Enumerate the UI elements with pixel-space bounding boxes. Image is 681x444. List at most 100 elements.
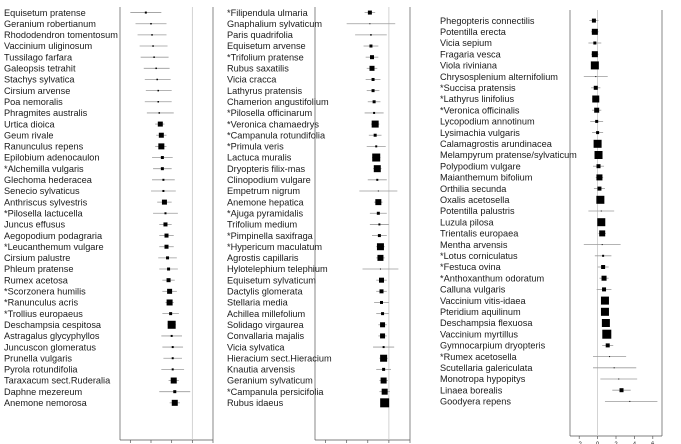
species-label: Agrostis capillaris (227, 253, 299, 263)
species-label: Anemone nemorosa (4, 398, 88, 408)
effect-estimate-marker (162, 189, 165, 192)
effect-estimate-marker (380, 377, 387, 384)
species-label: Anthriscus sylvestris (4, 197, 88, 207)
species-label: *Festuca ovina (440, 262, 502, 272)
effect-estimate-marker (380, 333, 386, 339)
species-label: Galeopsis tetrahit (4, 64, 76, 74)
species-label: Vicia cracca (227, 75, 277, 85)
species-label: Geum rivale (4, 130, 54, 140)
species-label: *Succisa pratensis (440, 83, 516, 93)
effect-estimate-marker (382, 346, 385, 349)
effect-estimate-marker (171, 368, 174, 371)
species-label: Trientalis europaea (440, 229, 519, 239)
effect-estimate-marker (160, 156, 164, 160)
species-label: Hylotelephium telephium (227, 264, 328, 274)
effect-estimate-marker (367, 10, 372, 15)
effect-estimate-marker (376, 211, 380, 215)
species-label: Dryopteris filix-mas (227, 164, 306, 174)
species-label: Convallaria majalis (227, 331, 305, 341)
effect-estimate-marker (381, 312, 385, 316)
effect-estimate-marker (164, 212, 167, 215)
effect-estimate-marker (382, 367, 386, 371)
species-label: Pyrola rotundifolia (4, 365, 78, 375)
effect-estimate-marker (596, 195, 605, 204)
species-label: Ranunculus repens (4, 142, 84, 152)
species-label: Glechoma hederacea (4, 175, 93, 185)
species-label: Juncus effusus (4, 220, 66, 230)
species-label: *Filipendula ulmaria (227, 8, 309, 18)
species-label: *Anthoxanthum odoratum (440, 273, 545, 283)
species-label: Gymnocarpium dryopteris (440, 341, 546, 351)
species-label: Phleum pratense (4, 264, 73, 274)
species-label: Rumex acetosa (4, 275, 69, 285)
effect-estimate-marker (597, 186, 602, 191)
effect-estimate-marker (591, 18, 596, 23)
species-label: Clinopodium vulgare (227, 175, 311, 185)
effect-estimate-marker (595, 76, 597, 78)
effect-estimate-marker (158, 132, 164, 138)
species-label: Chamerion angustifolium (227, 97, 329, 107)
forest-panel-3: -20246Phegopteris connectilisPotentilla … (440, 10, 663, 444)
effect-estimate-marker (380, 322, 386, 328)
species-label: Cirsium arvense (4, 86, 70, 96)
effect-estimate-marker (153, 56, 155, 58)
effect-estimate-marker (609, 356, 611, 358)
effect-estimate-marker (380, 354, 388, 362)
species-label: *Veronica chamaedrys (227, 119, 319, 129)
effect-estimate-marker (370, 55, 374, 60)
species-label: Viola riviniana (440, 61, 498, 71)
species-label: Orthilia secunda (440, 184, 507, 194)
species-label: Goodyera repens (440, 397, 511, 407)
species-label: Empetrum nigrum (227, 186, 300, 196)
species-label: *Lotus corniculatus (440, 251, 518, 261)
effect-estimate-marker (369, 44, 373, 48)
species-label: *Hypericum maculatum (227, 242, 322, 252)
species-label: Phragmites australis (4, 108, 88, 118)
effect-estimate-marker (369, 65, 375, 71)
effect-estimate-marker (375, 199, 382, 206)
species-label: Daphne mezereum (4, 387, 82, 397)
species-label: Rubus saxatilis (227, 64, 289, 74)
species-label: Hieracium sect.Hieracium (227, 353, 332, 363)
x-tick-label: 6 (651, 442, 655, 444)
effect-estimate-marker (370, 34, 372, 36)
species-label: Trifolium medium (227, 220, 297, 230)
species-label: Luzula pilosa (440, 217, 495, 227)
effect-estimate-marker (597, 218, 606, 227)
species-label: Vaccinium myrtillus (440, 329, 518, 339)
effect-estimate-marker (158, 112, 161, 114)
species-label: Aegopodium podagraria (4, 231, 103, 241)
effect-estimate-marker (155, 67, 157, 70)
effect-estimate-marker (591, 28, 598, 35)
species-label: Achillea millefolium (227, 309, 305, 319)
effect-estimate-marker (173, 390, 177, 394)
species-label: Vicia sepium (440, 38, 492, 48)
species-label: *Pimpinella saxifraga (227, 231, 314, 241)
species-label: *Trifolium pratense (227, 52, 304, 62)
species-label: Equisetum pratense (4, 8, 86, 18)
x-tick-label: 0 (596, 442, 600, 444)
species-label: Scutellaria galericulata (440, 363, 533, 373)
x-tick-label: -2 (577, 442, 583, 444)
species-label: Equisetum arvense (227, 41, 306, 51)
species-label: Potentilla palustris (440, 206, 515, 216)
species-label: *Rumex acetosella (440, 352, 517, 362)
effect-estimate-marker (594, 107, 600, 113)
effect-estimate-marker (629, 400, 631, 402)
species-label: Paris quadrifolia (227, 30, 294, 40)
effect-estimate-marker (161, 199, 167, 205)
species-label: Prunella vulgaris (4, 353, 72, 363)
species-label: Chrysosplenium alternifolium (440, 72, 558, 82)
effect-estimate-marker (163, 222, 168, 227)
species-label: Solidago virgaurea (227, 320, 305, 330)
effect-estimate-marker (377, 190, 379, 192)
effect-estimate-marker (170, 377, 177, 384)
species-label: Senecio sylvaticus (4, 186, 80, 196)
species-label: Oxalis acetosella (440, 195, 510, 205)
effect-estimate-marker (590, 61, 599, 70)
species-label: Deschampsia cespitosa (4, 320, 102, 330)
effect-estimate-marker (166, 278, 171, 283)
